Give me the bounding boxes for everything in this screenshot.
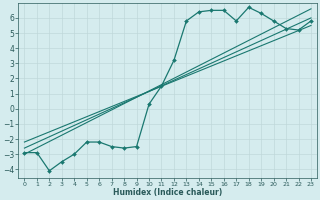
X-axis label: Humidex (Indice chaleur): Humidex (Indice chaleur) <box>113 188 222 197</box>
